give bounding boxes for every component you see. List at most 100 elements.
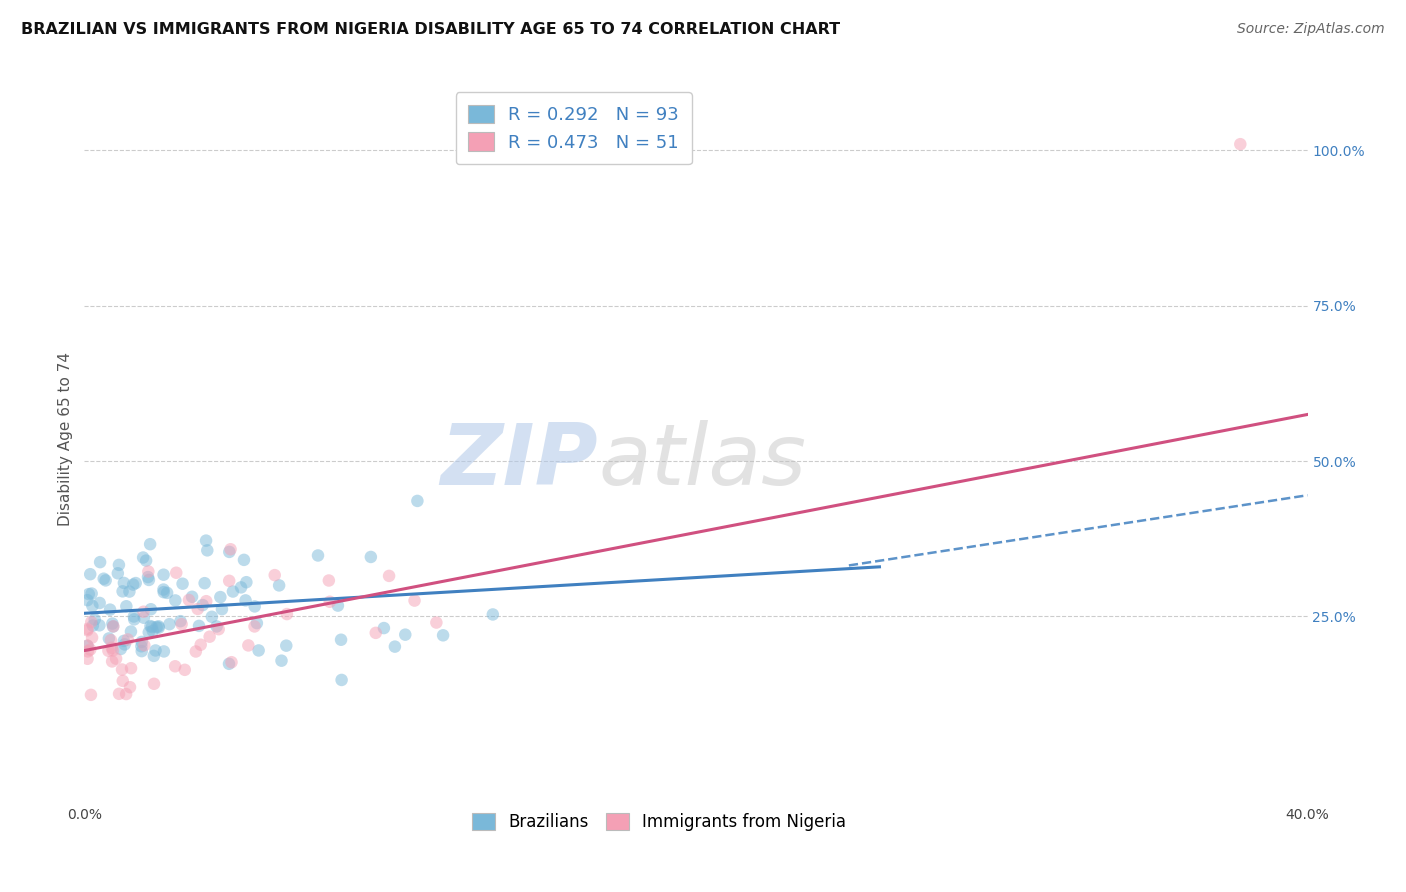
Point: [132, 611, 155, 625]
Text: ZIP: ZIP: [440, 419, 598, 502]
Point: [145, 643, 167, 657]
Point: [120, 624, 142, 639]
Text: BRAZILIAN VS IMMIGRANTS FROM NIGERIA DISABILITY AGE 65 TO 74 CORRELATION CHART: BRAZILIAN VS IMMIGRANTS FROM NIGERIA DIS…: [21, 22, 841, 37]
Point: [112, 633, 135, 648]
Point: [98, 602, 121, 616]
Point: [132, 605, 155, 619]
Point: [76, 652, 98, 666]
Point: [122, 612, 145, 626]
Point: [115, 599, 138, 614]
Point: [330, 632, 353, 647]
Point: [364, 625, 387, 640]
Point: [111, 584, 134, 599]
Point: [218, 545, 240, 559]
Legend: Brazilians, Immigrants from Nigeria: Brazilians, Immigrants from Nigeria: [465, 806, 853, 838]
Point: [177, 593, 200, 607]
Point: [270, 654, 292, 668]
Point: [190, 638, 212, 652]
Point: [247, 643, 270, 657]
Point: [243, 599, 266, 614]
Point: [105, 651, 128, 665]
Point: [89, 618, 111, 632]
Point: [173, 663, 195, 677]
Text: atlas: atlas: [598, 419, 806, 502]
Point: [103, 619, 125, 633]
Point: [307, 549, 329, 563]
Point: [97, 632, 120, 646]
Point: [80, 688, 103, 702]
Point: [111, 673, 134, 688]
Point: [222, 584, 245, 599]
Point: [139, 619, 162, 633]
Point: [195, 594, 218, 608]
Point: [139, 537, 162, 551]
Point: [107, 566, 129, 581]
Point: [145, 620, 167, 634]
Point: [263, 568, 285, 582]
Point: [76, 639, 98, 653]
Point: [132, 550, 155, 565]
Point: [378, 569, 401, 583]
Point: [142, 624, 165, 638]
Point: [152, 585, 174, 599]
Point: [211, 602, 233, 616]
Point: [276, 607, 298, 621]
Point: [235, 593, 257, 607]
Point: [118, 680, 141, 694]
Point: [134, 638, 156, 652]
Point: [117, 632, 139, 647]
Point: [141, 620, 163, 634]
Point: [101, 616, 124, 631]
Point: [89, 596, 111, 610]
Point: [101, 640, 124, 655]
Point: [406, 494, 429, 508]
Point: [1229, 137, 1251, 152]
Point: [238, 639, 260, 653]
Point: [148, 619, 170, 633]
Point: [165, 566, 187, 580]
Point: [148, 621, 170, 635]
Point: [131, 644, 153, 658]
Point: [394, 627, 416, 641]
Point: [82, 618, 104, 632]
Point: [318, 574, 340, 588]
Point: [229, 581, 252, 595]
Point: [172, 576, 194, 591]
Point: [135, 553, 157, 567]
Point: [136, 570, 159, 584]
Point: [208, 622, 231, 636]
Point: [76, 624, 98, 638]
Point: [94, 574, 117, 588]
Point: [114, 637, 136, 651]
Point: [80, 631, 103, 645]
Point: [221, 655, 243, 669]
Point: [139, 602, 162, 616]
Point: [80, 586, 103, 600]
Point: [142, 648, 165, 663]
Point: [108, 558, 131, 572]
Point: [118, 584, 141, 599]
Point: [152, 582, 174, 597]
Point: [120, 661, 142, 675]
Point: [194, 576, 217, 591]
Point: [184, 644, 207, 658]
Point: [246, 616, 269, 631]
Point: [89, 555, 111, 569]
Point: [101, 619, 124, 633]
Point: [136, 565, 159, 579]
Point: [152, 567, 174, 582]
Point: [115, 687, 138, 701]
Point: [404, 593, 426, 607]
Point: [131, 640, 153, 654]
Point: [108, 687, 131, 701]
Point: [143, 677, 166, 691]
Point: [76, 593, 98, 607]
Point: [195, 543, 218, 558]
Point: [326, 599, 349, 613]
Point: [112, 576, 135, 591]
Point: [80, 615, 103, 629]
Point: [101, 655, 124, 669]
Point: [218, 574, 240, 588]
Point: [233, 553, 256, 567]
Point: [181, 590, 204, 604]
